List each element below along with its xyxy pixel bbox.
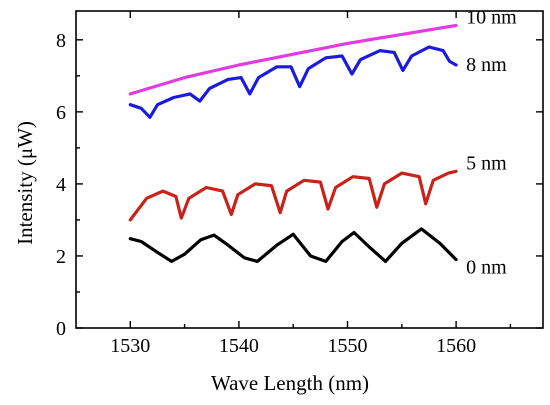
y-tick-label: 0	[56, 318, 66, 340]
x-tick-label: 1560	[436, 335, 476, 357]
x-axis: 1530 1540 1550 1560	[110, 11, 512, 357]
series-label: 8 nm	[466, 54, 507, 76]
series-line-8-nm	[128, 45, 458, 119]
x-tick-label: 1540	[219, 335, 259, 357]
series-line-0-nm	[128, 227, 458, 263]
plot-frame	[75, 10, 544, 329]
series-layer	[128, 23, 458, 263]
series-label: 10 nm	[466, 6, 517, 28]
y-axis: 0 2 4 6 8	[56, 30, 543, 340]
x-axis-title: Wave Length (nm)	[211, 371, 369, 395]
y-tick-label: 6	[56, 102, 66, 124]
y-tick-label: 8	[56, 30, 66, 52]
y-axis-title: Intensity (μW)	[13, 121, 37, 245]
series-labels: 10 nm 8 nm 5 nm 0 nm	[466, 6, 517, 278]
plot-area	[75, 10, 544, 329]
series-line-10-nm	[128, 23, 458, 96]
x-tick-label: 1530	[110, 335, 150, 357]
series-line-5-nm	[128, 169, 458, 222]
y-tick-label: 2	[56, 246, 66, 268]
x-tick-label: 1550	[328, 335, 368, 357]
y-tick-label: 4	[56, 174, 66, 196]
series-label: 0 nm	[466, 257, 507, 279]
series-label: 5 nm	[466, 152, 507, 174]
